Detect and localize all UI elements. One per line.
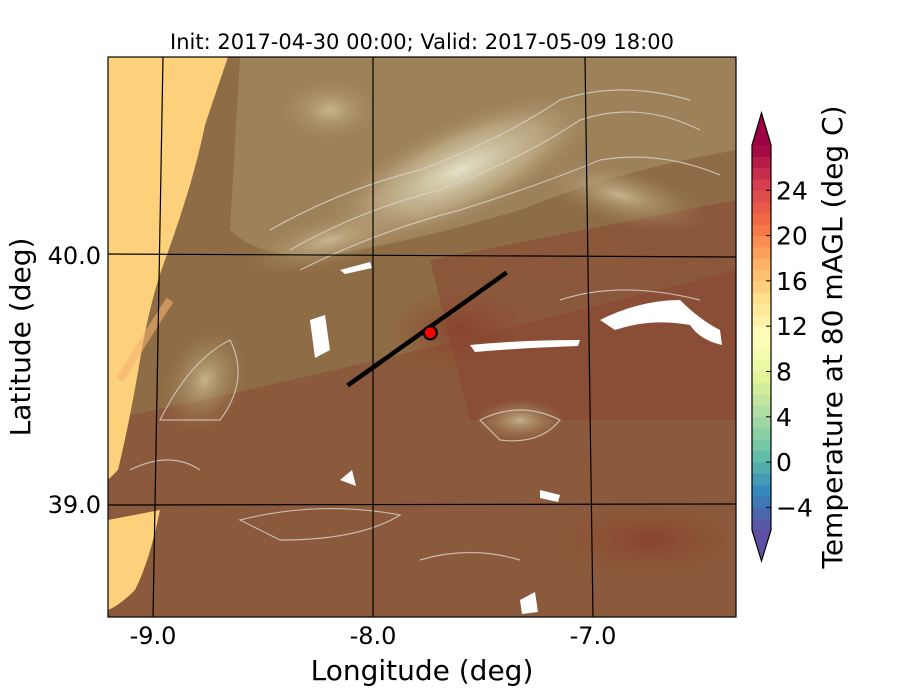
colorbar-extend-min (752, 530, 771, 561)
colorbar-segment (752, 382, 771, 395)
x-tick-labels: -9.0 -8.0 -7.0 (130, 622, 617, 650)
colorbar-segment (752, 178, 771, 191)
colorbar-segment (752, 314, 771, 327)
colorbar-segment (752, 337, 771, 350)
colorbar-segment (752, 507, 771, 520)
ocean (108, 57, 228, 480)
colorbar-segment (752, 303, 771, 316)
colorbar-segment (752, 224, 771, 237)
mountain-highland-north (275, 75, 385, 145)
y-axis-label: Latitude (deg) (4, 238, 37, 437)
x-axis-label: Longitude (deg) (311, 654, 534, 687)
colorbar-segment (752, 201, 771, 214)
colorbar-tick-label: 4 (776, 403, 792, 432)
colorbar-segment (752, 416, 771, 429)
colorbar-ticks: 24 20 16 12 8 4 0 −4 (766, 176, 813, 522)
colorbar-label: Temperature at 80 mAGL (deg C) (816, 105, 849, 569)
colorbar-tick-label: 8 (776, 357, 792, 386)
warm-region-east (430, 200, 736, 420)
colorbar-outline (751, 110, 772, 564)
colorbar-segment (752, 428, 771, 440)
colorbar-segment (752, 394, 771, 406)
colorbar-segment (752, 360, 771, 372)
colorbar-tick-label: 12 (776, 312, 808, 341)
x-tick-label: -7.0 (570, 622, 617, 650)
y-tick-label: 40.0 (48, 242, 101, 270)
colorbar-segment (752, 280, 771, 293)
colorbar-tick-label: 16 (776, 267, 808, 296)
colorbar-segment (752, 484, 771, 497)
colorbar-segment (752, 145, 771, 157)
colorbar-segment (752, 371, 771, 384)
plot-title: Init: 2017-04-30 00:00; Valid: 2017-05-0… (170, 30, 674, 54)
colorbar-segment (752, 348, 771, 361)
colorbar-segment (752, 269, 771, 282)
colorbar-tick-label: 0 (776, 448, 792, 477)
colorbar-segment (752, 496, 771, 508)
colorbar-segment (752, 235, 771, 248)
x-tick-label: -9.0 (130, 622, 177, 650)
colorbar-segment (752, 167, 771, 180)
y-tick-label: 39.0 (48, 491, 101, 519)
warm-spot-center (390, 290, 530, 370)
x-tick-label: -8.0 (350, 622, 397, 650)
lat-lon-grid (108, 57, 736, 617)
ocean-estuary (108, 510, 160, 610)
colorbar-segment (752, 518, 771, 531)
location-marker (422, 325, 438, 341)
mountain-highland-west (242, 204, 418, 276)
colorbar-segment (752, 190, 771, 203)
mountain-highland-southwest (161, 327, 249, 433)
colorbar-tick-label: 20 (776, 222, 808, 251)
colorbar-segment (752, 439, 771, 452)
warm-spot-southeast (565, 505, 735, 575)
colorbar-segment (752, 212, 771, 225)
colorbar-segment (752, 258, 771, 271)
colorbar-tick-label: 24 (776, 176, 808, 205)
colorbar-segment (752, 326, 771, 338)
colorbar-segment (752, 156, 771, 169)
colorbar-segment (752, 292, 771, 305)
colorbar-tick-label: −4 (776, 493, 813, 522)
colorbar-segment (752, 450, 771, 463)
colorbar-extend-max (752, 113, 771, 145)
mountain-highland-south (475, 398, 565, 442)
colorbar-segment (752, 246, 771, 259)
temperature-map (108, 57, 736, 617)
mountain-highland-east (532, 157, 708, 233)
colorbar: 24 20 16 12 8 4 0 −4 (751, 110, 813, 564)
missing-data-patches (310, 262, 722, 614)
map-frame (107, 56, 737, 618)
y-tick-labels: 40.0 39.0 (48, 242, 101, 519)
colorbar-segment (752, 473, 771, 486)
colorbar-segment (752, 462, 771, 474)
coastal-warm-strip (116, 297, 174, 383)
terrain-contours (129, 89, 721, 561)
colorbar-segments (752, 145, 771, 531)
colorbar-segment (752, 405, 771, 418)
